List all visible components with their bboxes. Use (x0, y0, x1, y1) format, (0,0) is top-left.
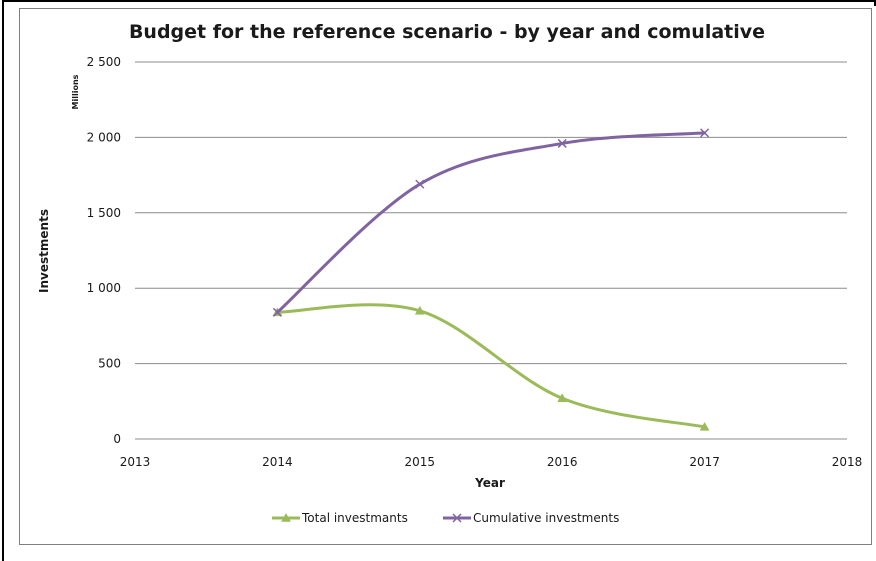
series-line-total-investmants (275, 303, 707, 429)
document-frame-left (2, 0, 4, 561)
y-tick-label: 2 000 (87, 130, 121, 144)
y-tick-label: 1 500 (87, 206, 121, 220)
x-tick-label: 2015 (405, 455, 436, 469)
gridlines (135, 61, 847, 365)
y-axis-title: Investments (37, 209, 51, 293)
data-point-total-investmants-2016 (557, 393, 568, 403)
legend-label-cumulative-investments: Cumulative investments (473, 511, 619, 525)
data-point-cumulative-investments-2016 (557, 138, 567, 148)
x-axis-title: Year (474, 476, 505, 490)
data-point-total-investmants-2017 (699, 421, 710, 431)
y-tick-label: 0 (113, 432, 121, 446)
series-layer (272, 128, 710, 431)
x-tick-label: 2013 (120, 455, 151, 469)
x-tick-label: 2016 (547, 455, 578, 469)
x-tick-label: 2018 (832, 455, 863, 469)
x-tick-label: 2017 (689, 455, 720, 469)
legend-item-cumulative-investments: Cumulative investments (443, 511, 619, 525)
legend-item-total-investmants: Total investmants (272, 511, 408, 525)
chart-title: Budget for the reference scenario - by y… (129, 21, 765, 43)
series-cumulative-investments (272, 128, 710, 317)
data-point-cumulative-investments-2017 (700, 128, 710, 138)
chart-area (19, 8, 872, 545)
y-axis-ticks: 0 500 1 000 1 500 2 000 2 500 (87, 55, 121, 446)
series-line-cumulative-investments (275, 131, 707, 314)
y-tick-label: 2 500 (87, 55, 121, 69)
y-tick-label: 1 000 (87, 281, 121, 295)
x-axis-ticks: 2013 2014 2015 2016 2017 2018 (120, 455, 863, 469)
legend-marker-cumulative-investments (452, 513, 462, 523)
legend-marker-total-investmants (281, 512, 291, 522)
legend-label-total-investmants: Total investmants (301, 511, 408, 525)
data-point-total-investmants-2015 (414, 305, 425, 315)
document-frame-top (2, 0, 876, 2)
y-tick-label: 500 (98, 357, 121, 371)
legend: Total investmants Cumulative investments (272, 511, 619, 525)
x-tick-label: 2014 (262, 455, 293, 469)
data-point-cumulative-investments-2015 (415, 179, 425, 189)
data-point-cumulative-investments-2014 (272, 307, 282, 317)
y-unit-label: Millions (71, 74, 80, 109)
document-frame-right (874, 0, 876, 6)
series-total-investmants (272, 303, 710, 431)
